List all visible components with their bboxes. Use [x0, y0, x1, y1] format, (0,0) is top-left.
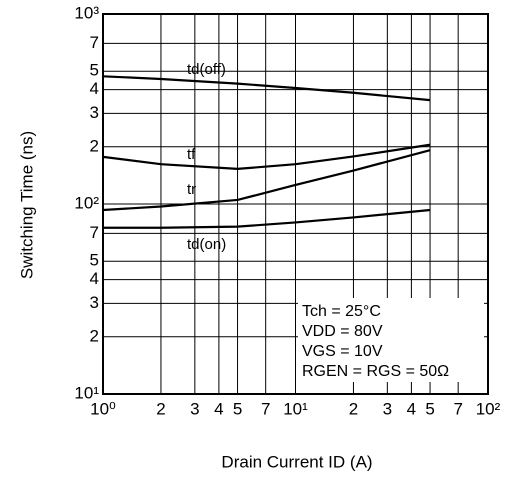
x-tick-label: 4: [407, 399, 416, 418]
series-label: tf: [187, 146, 196, 163]
annotation: VDD = 80V: [302, 323, 383, 340]
y-tick-label: 4: [90, 79, 99, 98]
annotation: RGEN = RGS = 50Ω: [302, 363, 449, 380]
x-tick-label: 5: [425, 399, 434, 418]
annotation: Tch = 25°C: [302, 303, 381, 320]
x-tick-label: 4: [214, 399, 223, 418]
x-tick-label: 7: [453, 399, 462, 418]
series-label: td(off): [187, 61, 226, 78]
y-tick-label: 10¹: [74, 383, 99, 402]
x-tick-label: 3: [383, 399, 392, 418]
x-axis-label: Drain Current ID (A): [221, 452, 372, 471]
y-tick-label: 5: [90, 251, 99, 270]
x-tick-label: 7: [261, 399, 270, 418]
series-line: [103, 208, 431, 229]
series-label: tr: [187, 181, 196, 198]
y-tick-label: 7: [90, 223, 99, 242]
y-tick-label: 4: [90, 269, 99, 288]
y-tick-label: 2: [90, 326, 99, 345]
series-line: [102, 149, 431, 212]
x-tick-label: 3: [190, 399, 199, 418]
x-tick-label: 10²: [476, 399, 501, 418]
y-tick-label: 10²: [74, 193, 99, 212]
x-tick-label: 2: [156, 399, 165, 418]
x-tick-label: 2: [349, 399, 358, 418]
annotation-box: [298, 298, 484, 382]
series-line: [102, 75, 431, 102]
y-tick-label: 5: [90, 61, 99, 80]
x-tick-label: 10¹: [283, 399, 308, 418]
x-tick-label: 5: [233, 399, 242, 418]
y-tick-label: 3: [90, 293, 99, 312]
y-axis-label: Switching Time (ns): [17, 131, 36, 279]
annotation: VGS = 10V: [302, 343, 383, 360]
x-tick-label: 10⁰: [90, 399, 116, 418]
series-line: [102, 143, 431, 171]
y-tick-label: 3: [90, 103, 99, 122]
series-label: td(on): [187, 236, 226, 253]
y-tick-label: 10³: [74, 3, 99, 22]
y-tick-label: 2: [90, 136, 99, 155]
y-tick-label: 7: [90, 33, 99, 52]
